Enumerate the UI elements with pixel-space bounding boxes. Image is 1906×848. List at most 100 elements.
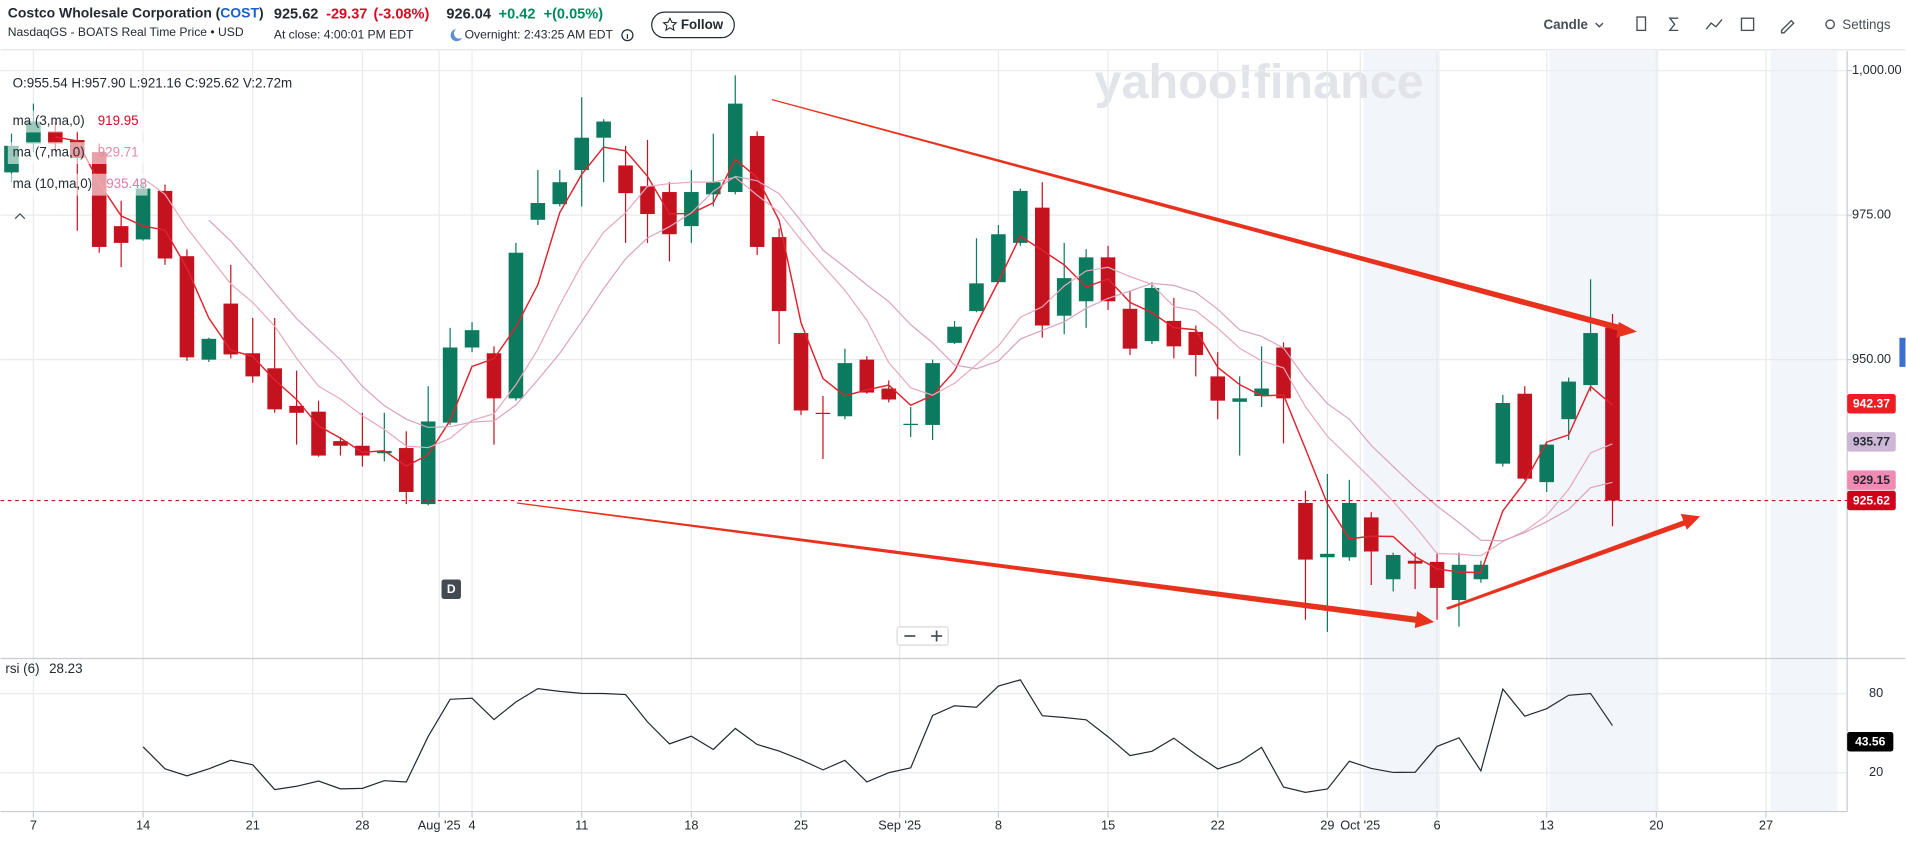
trend-arrows bbox=[516, 99, 1701, 629]
company-name: Costco Wholesale Corporation bbox=[8, 4, 212, 20]
price-tag-label: 925.62 bbox=[1853, 493, 1890, 507]
candle-body bbox=[969, 283, 984, 312]
candle-body bbox=[355, 445, 370, 456]
candle-body bbox=[859, 359, 875, 393]
legend-name: ma (3,ma,0) bbox=[13, 113, 85, 128]
x-tick-label: 6 bbox=[1433, 818, 1440, 833]
band bbox=[1549, 51, 1659, 812]
draw-icon[interactable] bbox=[1705, 19, 1723, 30]
x-tick-label: 14 bbox=[136, 818, 150, 833]
candle-body bbox=[771, 237, 787, 312]
plot-layer: 7 14 21 28 Aug '25 4 11 18 25 Sep '25 8 15 22 29 Oct '… bbox=[0, 51, 1906, 833]
x-tick-label: 18 bbox=[684, 818, 698, 833]
x-tick-label: Aug '25 bbox=[418, 818, 461, 833]
candle-body bbox=[1078, 257, 1094, 302]
candle-body bbox=[135, 188, 151, 240]
candle-body bbox=[1495, 402, 1511, 464]
candle-body bbox=[640, 186, 655, 214]
interval-badge[interactable] bbox=[441, 579, 461, 599]
x-tick-label: 21 bbox=[246, 818, 260, 833]
candle-body bbox=[596, 121, 611, 138]
company-title: Costco Wholesale Corporation (COST) bbox=[8, 4, 264, 20]
zoom-box bbox=[896, 626, 949, 646]
x-tick-label: Sep '25 bbox=[878, 818, 921, 833]
moving-average-line bbox=[208, 175, 1613, 542]
follow-label[interactable]: Follow bbox=[681, 17, 724, 32]
candle-body bbox=[1385, 554, 1401, 580]
band bbox=[1363, 51, 1441, 812]
candle-body bbox=[925, 363, 940, 425]
candle-body bbox=[1122, 308, 1138, 349]
legend-layer: O:955.54 H:957.90 L:921.16 C:925.62 V:2.… bbox=[5, 75, 1896, 752]
legend-backdrop bbox=[7, 173, 148, 196]
candle-body bbox=[1517, 393, 1533, 479]
candle-body bbox=[1451, 564, 1467, 601]
zoom-controls bbox=[896, 626, 949, 646]
side-tab[interactable] bbox=[1899, 337, 1906, 367]
candle-body bbox=[311, 411, 326, 456]
x-tick-label: 22 bbox=[1211, 818, 1225, 833]
rsi-tick-label: 20 bbox=[1869, 764, 1883, 779]
candle-body bbox=[113, 226, 129, 243]
candle-body bbox=[1539, 444, 1554, 483]
x-tick-label: 28 bbox=[355, 818, 369, 833]
legend-name: ma (10,ma,0) bbox=[13, 176, 92, 191]
collapse-icon[interactable] bbox=[14, 212, 26, 220]
candle-body bbox=[267, 368, 282, 410]
rsi-legend-name: rsi (6) bbox=[5, 661, 39, 676]
settings-label[interactable]: Settings bbox=[1842, 17, 1891, 32]
overnight-price: 926.04 bbox=[446, 6, 491, 22]
legend-value: 935.48 bbox=[106, 176, 147, 191]
legend-value: 919.95 bbox=[98, 113, 139, 128]
candle-body bbox=[1056, 278, 1072, 316]
candle-body bbox=[201, 338, 217, 360]
rsi-legend-value: 28.23 bbox=[49, 661, 82, 676]
price-change: -29.37 bbox=[326, 6, 367, 22]
legend-backdrop bbox=[7, 142, 148, 165]
arrow-lower bbox=[516, 502, 1420, 624]
pencil-icon[interactable] bbox=[1780, 19, 1795, 34]
candle-body bbox=[530, 203, 546, 220]
x-tick-label: 4 bbox=[469, 818, 476, 833]
candle-body bbox=[1363, 517, 1379, 552]
candle-body bbox=[706, 182, 721, 195]
candle-body bbox=[574, 137, 589, 171]
candle-body bbox=[289, 405, 304, 413]
x-tick-label: 7 bbox=[30, 818, 37, 833]
price-tag-label: 929.15 bbox=[1853, 473, 1890, 487]
candle-body bbox=[1407, 560, 1423, 564]
price-tag bbox=[1847, 432, 1896, 452]
rsi-line bbox=[142, 679, 1613, 793]
info-icon[interactable] bbox=[621, 29, 634, 42]
arrow-head bbox=[1616, 321, 1637, 338]
overnight-time: Overnight: 2:43:25 AM EDT bbox=[465, 27, 614, 41]
candle-body bbox=[991, 234, 1006, 283]
follow-button[interactable] bbox=[651, 11, 735, 39]
candle-body bbox=[245, 353, 261, 377]
candle-body bbox=[157, 190, 173, 259]
candle-body bbox=[464, 330, 480, 348]
indicator-icon[interactable] bbox=[1668, 17, 1679, 32]
moon-icon bbox=[450, 29, 463, 42]
candle-body bbox=[442, 347, 458, 423]
gear-icon[interactable] bbox=[1825, 19, 1836, 30]
candle-body bbox=[1144, 287, 1160, 342]
compare-icon[interactable] bbox=[1636, 16, 1647, 32]
price-tag bbox=[1847, 490, 1896, 511]
candle-body bbox=[333, 441, 348, 446]
y-tick-label: 975.00 bbox=[1852, 207, 1891, 222]
candle-body bbox=[947, 326, 962, 343]
arrow-upper bbox=[771, 99, 1623, 332]
x-tick-label: 25 bbox=[794, 818, 808, 833]
candle-body bbox=[727, 103, 743, 193]
x-tick-label: 8 bbox=[995, 818, 1002, 833]
candle-body bbox=[1320, 553, 1335, 558]
arrow-head bbox=[1680, 513, 1701, 530]
candle-body bbox=[1034, 207, 1050, 326]
overnight-change: +0.42 bbox=[499, 6, 536, 22]
candle-body bbox=[1298, 502, 1313, 560]
ticker[interactable]: COST bbox=[220, 4, 259, 20]
price: 925.62 bbox=[274, 6, 319, 22]
calendar-icon[interactable] bbox=[1740, 17, 1755, 32]
chart-type[interactable]: Candle bbox=[1543, 17, 1588, 32]
